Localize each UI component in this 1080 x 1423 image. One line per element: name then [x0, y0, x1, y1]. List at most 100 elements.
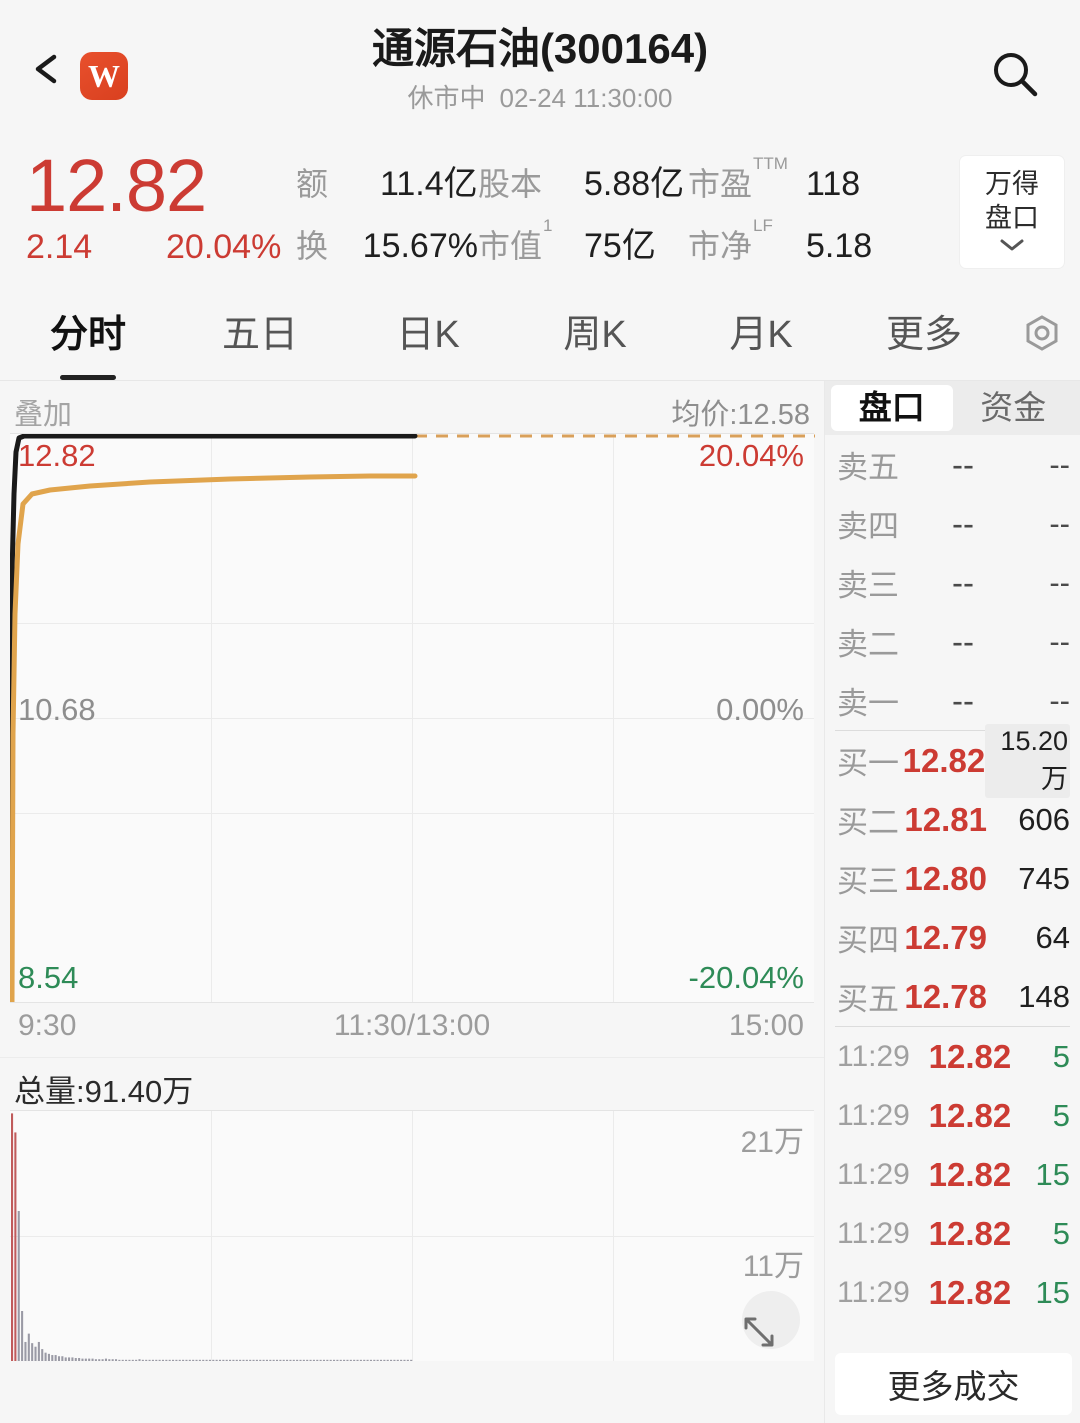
- level-label: 买五: [837, 982, 899, 1017]
- level-label: 买二: [837, 805, 899, 840]
- bid-qty: 15.20万: [985, 723, 1070, 798]
- trade-price: 12.82: [928, 1273, 1012, 1311]
- table-row[interactable]: 卖二 -- --: [825, 612, 1080, 671]
- list-item[interactable]: 11:29 12.82 5: [825, 1027, 1080, 1086]
- trade-time: 11:29: [837, 1039, 910, 1073]
- trade-price: 12.82: [928, 1155, 1012, 1193]
- level-label: 买三: [837, 864, 899, 899]
- stat-value: 11.4亿: [380, 165, 478, 203]
- bid-price: 12.80: [904, 859, 988, 897]
- back-icon[interactable]: [30, 52, 64, 86]
- tab-weekk[interactable]: 周K: [512, 303, 678, 362]
- table-row[interactable]: 买二 12.81 606: [825, 790, 1080, 849]
- grid-line-h: [10, 718, 814, 719]
- tab-fenshi[interactable]: 分时: [0, 303, 176, 380]
- order-book-pane: 盘口 资金 卖五 -- -- 卖四 -- -- 卖三 -- --: [824, 381, 1080, 1423]
- tab-wuri[interactable]: 五日: [176, 303, 344, 362]
- trade-volume: 5: [1052, 1215, 1070, 1251]
- table-row[interactable]: 卖五 -- --: [825, 435, 1080, 494]
- ask-price: --: [952, 504, 974, 542]
- y-axis-mid-label: 10.68: [18, 692, 96, 727]
- list-item[interactable]: 11:29 12.82 5: [825, 1086, 1080, 1145]
- trade-volume: 5: [1052, 1038, 1070, 1074]
- stat-label: 换: [296, 228, 329, 264]
- table-row[interactable]: 卖三 -- --: [825, 553, 1080, 612]
- level-label: 卖四: [837, 509, 899, 544]
- tab-dayk[interactable]: 日K: [344, 303, 512, 362]
- ask-qty: --: [1049, 623, 1070, 659]
- search-icon[interactable]: [988, 48, 1042, 102]
- tab-more[interactable]: 更多: [844, 303, 1004, 362]
- stat-amount: 额 11.4亿: [296, 156, 478, 205]
- overlay-button[interactable]: 叠加: [14, 399, 73, 431]
- tab-monthk[interactable]: 月K: [678, 303, 844, 362]
- page-title: 通源石油(300164): [371, 25, 709, 72]
- table-row[interactable]: 卖四 -- --: [825, 494, 1080, 553]
- table-row[interactable]: 买五 12.78 148: [825, 967, 1080, 1026]
- volume-chart[interactable]: 21万 11万: [10, 1110, 814, 1361]
- ask-price: --: [952, 445, 974, 483]
- bid-qty: 745: [1018, 860, 1070, 896]
- table-row[interactable]: 买三 12.80 745: [825, 849, 1080, 908]
- ask-rows: 卖五 -- -- 卖四 -- -- 卖三 -- -- 卖二 -- --: [825, 435, 1080, 730]
- tab-orderbook[interactable]: 盘口: [831, 385, 953, 431]
- time-tick-mid: 11:30/13:00: [333, 1009, 491, 1042]
- trade-volume: 15: [1035, 1274, 1070, 1310]
- bid-price: 12.81: [904, 800, 988, 838]
- wind-button-line1: 万得: [985, 168, 1039, 199]
- last-price: 12.82: [26, 144, 207, 227]
- ask-qty: --: [1049, 446, 1070, 482]
- stat-pb: 市净LF 5.18: [688, 216, 894, 267]
- stat-shares: 股本 5.88亿: [478, 156, 688, 205]
- bid-qty: 148: [1018, 978, 1070, 1014]
- title-block: 通源石油(300164) 休市中 02-24 11:30:00: [0, 22, 1080, 114]
- table-row[interactable]: 卖一 -- --: [825, 671, 1080, 730]
- stat-label: 市盈TTM: [688, 154, 788, 202]
- list-item[interactable]: 11:29 12.82 15: [825, 1145, 1080, 1204]
- wind-orderbook-button[interactable]: 万得 盘口: [960, 156, 1064, 268]
- table-row[interactable]: 买四 12.79 64: [825, 908, 1080, 967]
- level-label: 卖二: [837, 627, 899, 662]
- trade-time: 11:29: [837, 1157, 910, 1191]
- quote-summary: 12.82 2.14 20.04% 额 11.4亿 股本 5.88亿 市盈TTM…: [0, 140, 1080, 285]
- volume-header: 总量:91.40万: [0, 1057, 824, 1110]
- market-status-text: 休市中: [407, 83, 486, 113]
- chart-pane: 叠加 均价:12.58 12.82 20.: [0, 381, 824, 1423]
- hexagon-gear-icon[interactable]: [1004, 310, 1080, 356]
- intraday-price-chart[interactable]: 12.82 20.04% 10.68 0.00% 8.54 -20.04%: [10, 433, 815, 1003]
- expand-arrows-icon[interactable]: [742, 1291, 800, 1349]
- level-label: 卖五: [837, 450, 899, 485]
- trade-price: 12.82: [928, 1214, 1012, 1252]
- stat-label: 市净LF: [688, 216, 773, 264]
- chart-header: 叠加 均价:12.58: [0, 381, 824, 433]
- order-book-tabs: 盘口 资金: [825, 381, 1080, 435]
- stat-value: 75亿: [584, 227, 656, 265]
- more-trades-button[interactable]: 更多成交: [835, 1353, 1072, 1415]
- tab-active-underline: [60, 375, 116, 380]
- tab-label: 日K: [396, 314, 460, 356]
- table-row[interactable]: 买一 12.82 15.20万: [825, 723, 1080, 798]
- y-axis-high-label: 12.82: [18, 438, 96, 473]
- price-line-svg: [10, 434, 815, 1002]
- bid-qty: 606: [1018, 801, 1070, 837]
- tab-label: 更多: [885, 314, 962, 356]
- market-status-time: 02-24 11:30:00: [499, 83, 673, 113]
- grid-line-h: [10, 1236, 814, 1237]
- trade-volume: 15: [1035, 1156, 1070, 1192]
- time-tick-open: 9:30: [18, 1009, 77, 1042]
- price-change-percent: 20.04%: [166, 228, 282, 266]
- chevron-down-icon: [997, 237, 1027, 258]
- bid-rows: 买一 12.82 15.20万 买二 12.81 606 买三 12.80 74…: [825, 723, 1080, 1026]
- list-item[interactable]: 11:29 12.82 5: [825, 1204, 1080, 1263]
- app-header: W 通源石油(300164) 休市中 02-24 11:30:00: [0, 0, 1080, 140]
- tab-label: 五日: [221, 314, 298, 356]
- trade-volume: 5: [1052, 1097, 1070, 1133]
- stat-marketcap: 市值1 75亿: [478, 216, 688, 267]
- tab-capitalflow[interactable]: 资金: [980, 389, 1047, 426]
- stat-value: 5.88亿: [584, 165, 685, 203]
- price-change: 2.14: [26, 228, 93, 266]
- stat-value: 15.67%: [362, 227, 478, 265]
- list-item[interactable]: 11:29 12.82 15: [825, 1263, 1080, 1322]
- divider: [835, 1026, 1070, 1027]
